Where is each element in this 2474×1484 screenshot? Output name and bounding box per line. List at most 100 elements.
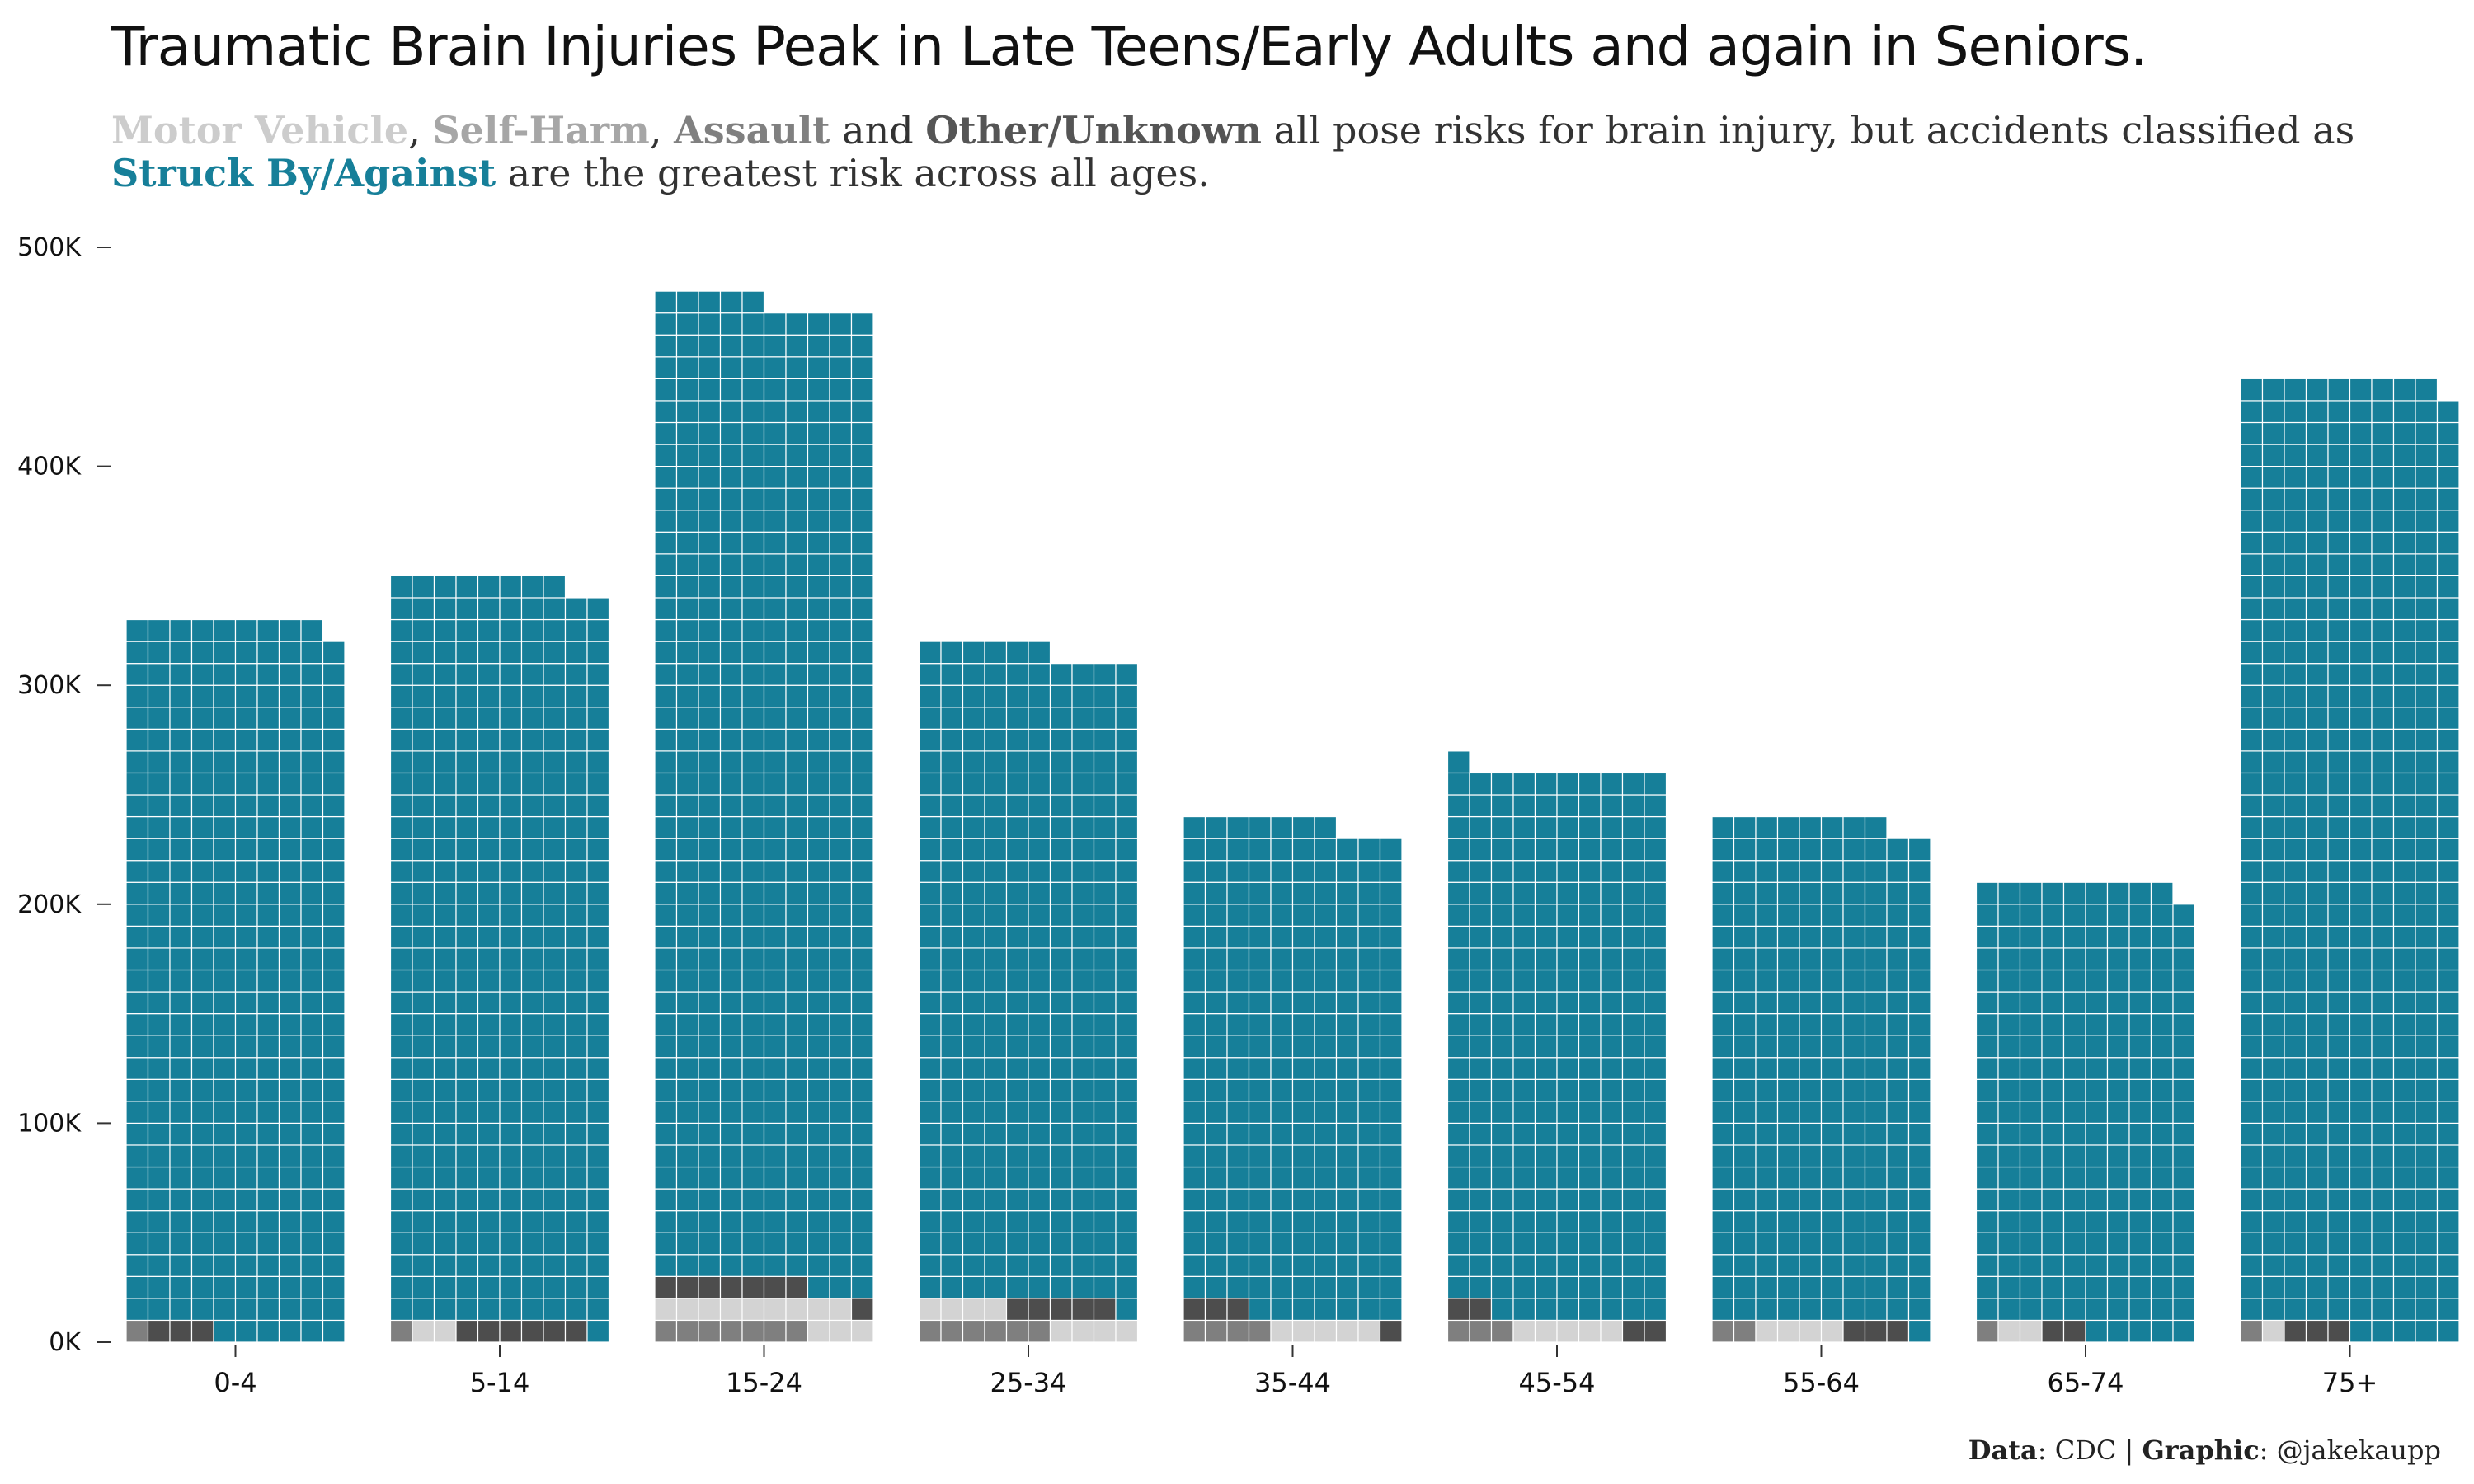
waffle-cell <box>278 641 302 665</box>
waffle-cell <box>2172 1298 2196 1322</box>
waffle-cell <box>1644 1275 1667 1299</box>
waffle-cell <box>2284 553 2307 577</box>
waffle-cell <box>1842 1210 1866 1233</box>
waffle-cell <box>1335 838 1359 862</box>
waffle-cell <box>213 1078 237 1102</box>
waffle-cell <box>1028 641 1051 665</box>
waffle-cell <box>147 860 171 883</box>
waffle-cell <box>2415 772 2439 796</box>
waffle-cell <box>213 772 237 796</box>
waffle-cell <box>850 794 874 818</box>
waffle-cell <box>1248 925 1272 949</box>
waffle-cell <box>675 334 699 358</box>
waffle-cell <box>1314 1057 1338 1080</box>
waffle-cell <box>1578 1101 1602 1124</box>
waffle-cell <box>654 1166 678 1190</box>
waffle-cell <box>2392 553 2416 577</box>
waffle-cell <box>1842 1298 1866 1322</box>
waffle-cell <box>234 1298 258 1322</box>
waffle-cell <box>2261 969 2285 993</box>
waffle-cell <box>2349 465 2373 489</box>
waffle-cell <box>1005 1319 1029 1343</box>
waffle-cell <box>2305 1035 2329 1059</box>
waffle-cell <box>1886 991 1910 1015</box>
waffle-cell <box>984 904 1008 927</box>
waffle-cell <box>1556 904 1580 927</box>
waffle-cell <box>412 925 435 949</box>
waffle-cell <box>1335 991 1359 1015</box>
waffle-cell <box>1357 881 1381 905</box>
waffle-cell <box>1799 1232 1823 1256</box>
waffle-cell <box>455 947 479 971</box>
waffle-cell <box>412 969 435 993</box>
waffle-cell <box>412 881 435 905</box>
waffle-cell <box>940 663 964 686</box>
waffle-cell <box>125 904 149 927</box>
waffle-cell <box>785 465 809 489</box>
waffle-cell <box>2349 1188 2373 1212</box>
waffle-cell <box>2327 1232 2351 1256</box>
waffle-cell <box>719 1232 743 1256</box>
waffle-cell <box>190 707 214 730</box>
waffle-cell <box>1755 1188 1779 1212</box>
waffle-cell <box>213 969 237 993</box>
waffle-cell <box>2019 1210 2043 1233</box>
waffle-cell <box>1446 1012 1470 1036</box>
waffle-cell <box>125 728 149 752</box>
waffle-cell <box>2261 1210 2285 1233</box>
waffle-cell <box>940 728 964 752</box>
waffle-cell <box>499 1035 523 1059</box>
waffle-cell <box>455 618 479 642</box>
waffle-cell <box>829 947 853 971</box>
waffle-cell <box>256 1275 280 1299</box>
waffle-cell <box>829 750 853 774</box>
waffle-cell <box>1204 969 1228 993</box>
waffle-cell <box>256 1012 280 1036</box>
waffle-cell <box>190 1232 214 1256</box>
waffle-cell <box>2371 838 2395 862</box>
y-tick-label: 200K <box>17 890 82 919</box>
waffle-cell <box>543 1232 567 1256</box>
waffle-cell <box>2150 1057 2174 1080</box>
waffle-cell <box>1621 1166 1645 1190</box>
waffle-cell <box>807 597 830 621</box>
waffle-cell <box>433 925 457 949</box>
waffle-cell <box>2349 991 2373 1015</box>
waffle-cell <box>499 1057 523 1080</box>
waffle-cell <box>1842 1166 1866 1190</box>
waffle-cell <box>2436 1232 2460 1256</box>
waffle-cell <box>2349 1275 2373 1299</box>
waffle-cell <box>1379 1166 1403 1190</box>
waffle-cell <box>1049 947 1073 971</box>
waffle-cell <box>125 1275 149 1299</box>
waffle-cell <box>412 772 435 796</box>
waffle-cell <box>433 728 457 752</box>
waffle-cell <box>1907 1078 1931 1102</box>
waffle-cell <box>455 860 479 883</box>
waffle-cell <box>675 947 699 971</box>
waffle-cell <box>1314 1298 1338 1322</box>
waffle-cell <box>1534 1166 1558 1190</box>
waffle-cell <box>1357 1298 1381 1322</box>
waffle-cell <box>2349 1122 2373 1146</box>
waffle-cell <box>256 815 280 839</box>
waffle-cell <box>1600 1057 1624 1080</box>
waffle-cell <box>785 378 809 402</box>
waffle-cell <box>1270 1319 1294 1343</box>
waffle-cell <box>322 815 346 839</box>
waffle-cell <box>675 925 699 949</box>
waffle-cell <box>322 860 346 883</box>
waffle-cell <box>1226 904 1250 927</box>
waffle-cell <box>169 728 193 752</box>
waffle-cell <box>918 641 942 665</box>
waffle-cell <box>2062 1122 2086 1146</box>
waffle-cell <box>300 1012 324 1036</box>
waffle-cell <box>1446 838 1470 862</box>
waffle-cell <box>807 312 830 336</box>
waffle-cell <box>850 641 874 665</box>
waffle-cell <box>278 663 302 686</box>
waffle-cell <box>1115 1122 1139 1146</box>
waffle-cell <box>234 684 258 708</box>
waffle-cell <box>1204 1275 1228 1299</box>
waffle-cell <box>763 1188 787 1212</box>
